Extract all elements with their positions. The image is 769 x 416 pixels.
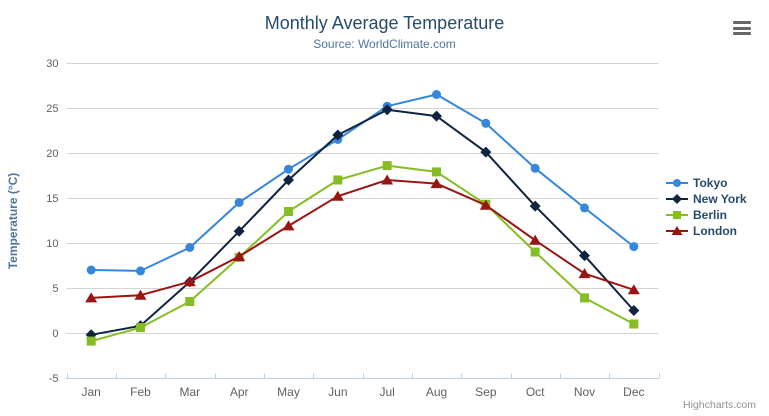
y-axis-label: 10: [46, 238, 58, 250]
x-axis-label: Jun: [328, 385, 347, 399]
export-menu-button[interactable]: [730, 19, 754, 39]
data-point[interactable]: [234, 198, 244, 207]
data-point[interactable]: [628, 305, 640, 316]
y-axis-label: 0: [52, 328, 58, 340]
series-line-london[interactable]: [90, 179, 635, 299]
legend-label: London: [693, 224, 737, 238]
y-axis-label: -5: [49, 373, 59, 385]
data-point[interactable]: [530, 247, 540, 257]
data-point[interactable]: [282, 220, 295, 231]
y-axis-label: 15: [46, 193, 58, 205]
data-point[interactable]: [382, 161, 392, 171]
data-point[interactable]: [529, 200, 541, 212]
series-line-new-york[interactable]: [90, 108, 635, 336]
data-point[interactable]: [183, 276, 196, 287]
hamburger-icon: [733, 21, 751, 24]
x-axis-label: Nov: [574, 385, 595, 399]
y-axis-label: 25: [46, 103, 58, 115]
data-point[interactable]: [578, 268, 591, 279]
x-axis-label: Apr: [230, 385, 249, 399]
data-point[interactable]: [233, 251, 246, 261]
credits-link[interactable]: Highcharts.com: [683, 399, 756, 411]
data-point[interactable]: [580, 293, 589, 303]
x-axis-label: Jul: [379, 385, 394, 399]
data-point[interactable]: [530, 163, 540, 173]
legend-item-new-york[interactable]: New York: [666, 191, 747, 207]
data-point[interactable]: [431, 110, 442, 122]
y-axis-title: Temperature (°C): [6, 172, 20, 270]
x-axis-label: Jan: [81, 385, 100, 399]
diamond-marker-icon: [666, 194, 688, 204]
hamburger-icon: [733, 26, 751, 30]
data-point[interactable]: [629, 242, 639, 252]
data-point[interactable]: [333, 175, 343, 185]
legend-label: New York: [693, 192, 747, 206]
series-line-tokyo[interactable]: [90, 93, 635, 272]
data-point[interactable]: [381, 104, 393, 116]
data-point[interactable]: [480, 146, 492, 158]
legend-item-london[interactable]: London: [666, 223, 747, 239]
data-point[interactable]: [627, 284, 640, 295]
hamburger-icon: [733, 32, 751, 35]
x-axis-label: Dec: [623, 385, 644, 399]
data-point[interactable]: [185, 243, 195, 252]
data-point[interactable]: [381, 174, 394, 185]
data-point[interactable]: [85, 292, 98, 303]
data-point[interactable]: [86, 265, 96, 275]
y-axis-label: 30: [46, 58, 58, 70]
data-point[interactable]: [479, 199, 492, 210]
data-point[interactable]: [331, 190, 344, 201]
data-point[interactable]: [580, 203, 589, 213]
data-point[interactable]: [185, 297, 195, 306]
data-point[interactable]: [332, 129, 344, 141]
triangle-marker-icon: [666, 226, 688, 235]
y-axis-label: 5: [52, 283, 58, 295]
data-point[interactable]: [134, 289, 147, 300]
data-point[interactable]: [481, 118, 491, 128]
y-axis-label: 20: [46, 148, 58, 160]
chart-title: Monthly Average Temperature: [264, 13, 505, 33]
series-line-berlin[interactable]: [90, 164, 635, 343]
data-point[interactable]: [233, 225, 245, 237]
data-point[interactable]: [430, 178, 443, 189]
chart-subtitle: Source: WorldClimate.com: [313, 37, 456, 51]
x-axis-label: Mar: [179, 385, 200, 399]
data-point[interactable]: [432, 167, 441, 177]
legend-label: Berlin: [693, 208, 728, 222]
x-axis-label: May: [277, 385, 300, 399]
data-point[interactable]: [284, 207, 293, 216]
x-axis-label: Aug: [426, 385, 447, 399]
data-point[interactable]: [579, 250, 590, 262]
x-axis-label: Feb: [130, 385, 151, 399]
data-point[interactable]: [136, 266, 145, 276]
data-point[interactable]: [284, 164, 293, 174]
data-point[interactable]: [629, 319, 639, 329]
data-point[interactable]: [86, 336, 96, 346]
legend: Tokyo New York Berlin London: [666, 175, 747, 239]
legend-item-berlin[interactable]: Berlin: [666, 207, 747, 223]
x-axis-label: Oct: [526, 385, 545, 399]
data-point[interactable]: [283, 174, 294, 186]
data-point[interactable]: [136, 323, 145, 333]
legend-item-tokyo[interactable]: Tokyo: [666, 175, 747, 191]
circle-marker-icon: [666, 179, 688, 187]
legend-label: Tokyo: [693, 176, 728, 190]
square-marker-icon: [666, 211, 688, 219]
data-point[interactable]: [432, 90, 441, 99]
x-axis-label: Sep: [475, 385, 497, 399]
data-point[interactable]: [529, 234, 542, 245]
